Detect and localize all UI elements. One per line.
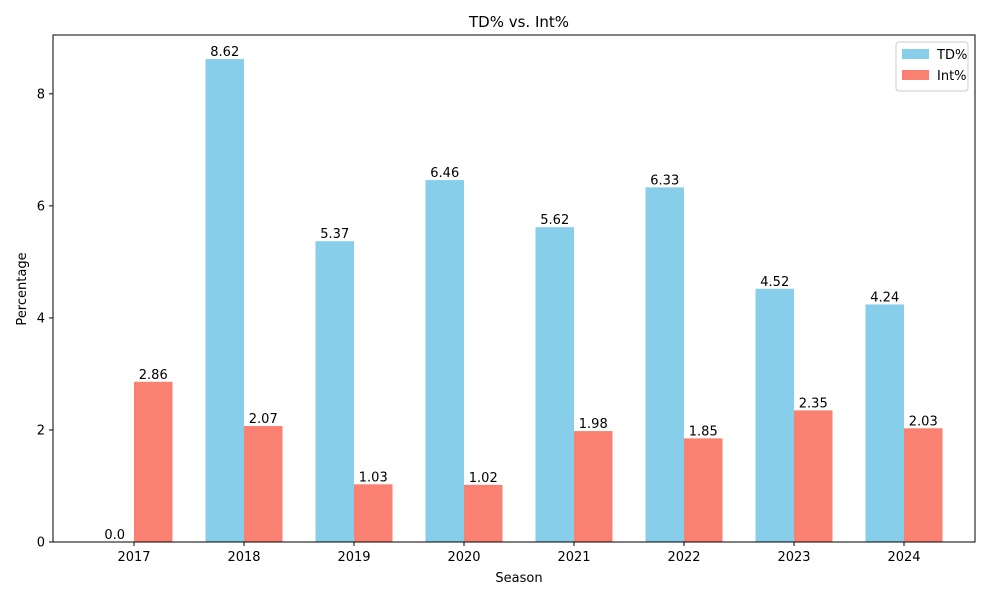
- chart-title: TD% vs. Int%: [468, 13, 569, 31]
- bar-td-2019: [315, 241, 354, 543]
- legend-swatch-int: [902, 70, 929, 80]
- x-tick-label: 2018: [227, 550, 260, 565]
- legend: TD% Int%: [895, 41, 969, 92]
- legend-swatch-td: [902, 49, 929, 59]
- legend-label: TD%: [936, 48, 967, 63]
- bar-td-2023: [755, 288, 794, 542]
- x-tick-label: 2024: [887, 550, 920, 565]
- y-tick-label: 8: [37, 87, 45, 102]
- data-label: 1.85: [689, 424, 718, 439]
- data-label: 5.62: [540, 213, 569, 228]
- data-label: 0.0: [104, 528, 125, 543]
- x-tick-label: 2023: [777, 550, 810, 565]
- bar-int-2023: [794, 410, 833, 542]
- data-label: 4.24: [870, 290, 899, 305]
- data-label: 8.62: [210, 45, 239, 60]
- data-label: 1.02: [469, 471, 498, 486]
- y-tick-label: 2: [37, 423, 45, 438]
- bar-int-2017: [134, 381, 173, 542]
- plot-area-frame: [52, 34, 976, 543]
- y-tick-label: 6: [37, 199, 45, 214]
- bar-int-2020: [464, 484, 503, 542]
- bar-td-2024: [865, 304, 904, 542]
- x-tick-label: 2020: [447, 550, 480, 565]
- data-label: 1.98: [579, 417, 608, 432]
- bar-int-2021: [574, 431, 613, 542]
- data-label: 6.33: [650, 173, 679, 188]
- x-tick-label: 2019: [337, 550, 370, 565]
- y-axis-title: Percentage: [15, 252, 30, 325]
- bar-td-2018: [205, 59, 244, 542]
- data-label: 2.35: [799, 396, 828, 411]
- x-tick-label: 2022: [667, 550, 700, 565]
- data-label: 2.07: [249, 412, 278, 427]
- bar-int-2024: [904, 428, 943, 542]
- bar-td-2022: [645, 187, 684, 542]
- bar-int-2022: [684, 438, 723, 542]
- x-axis-title: Season: [495, 571, 542, 586]
- data-label: 1.03: [359, 470, 388, 485]
- bar-int-2018: [244, 426, 283, 542]
- x-tick-label: 2021: [557, 550, 590, 565]
- data-labels-group: 0.0 2.86 8.62 2.07 5.37 1.03 6.46 1.02 5.62 1.98 6…: [104, 45, 937, 543]
- data-label: 5.37: [320, 227, 349, 242]
- x-axis-ticks: 2017 2018 2019 2020 2021 2022 2023 2024: [117, 542, 921, 565]
- y-tick-label: 0: [37, 536, 45, 551]
- y-tick-label: 4: [37, 311, 45, 326]
- bar-td-2021: [535, 227, 574, 542]
- bar-int-2019: [354, 484, 393, 542]
- data-label: 6.46: [430, 166, 459, 181]
- data-label: 2.03: [909, 414, 938, 429]
- legend-label: Int%: [937, 69, 967, 84]
- bars-group: [134, 59, 943, 543]
- x-tick-label: 2017: [117, 550, 150, 565]
- data-label: 2.86: [139, 368, 168, 383]
- bar-td-2020: [425, 180, 464, 543]
- y-axis-ticks: 0 2 4 6 8: [37, 87, 53, 551]
- data-label: 4.52: [760, 275, 789, 290]
